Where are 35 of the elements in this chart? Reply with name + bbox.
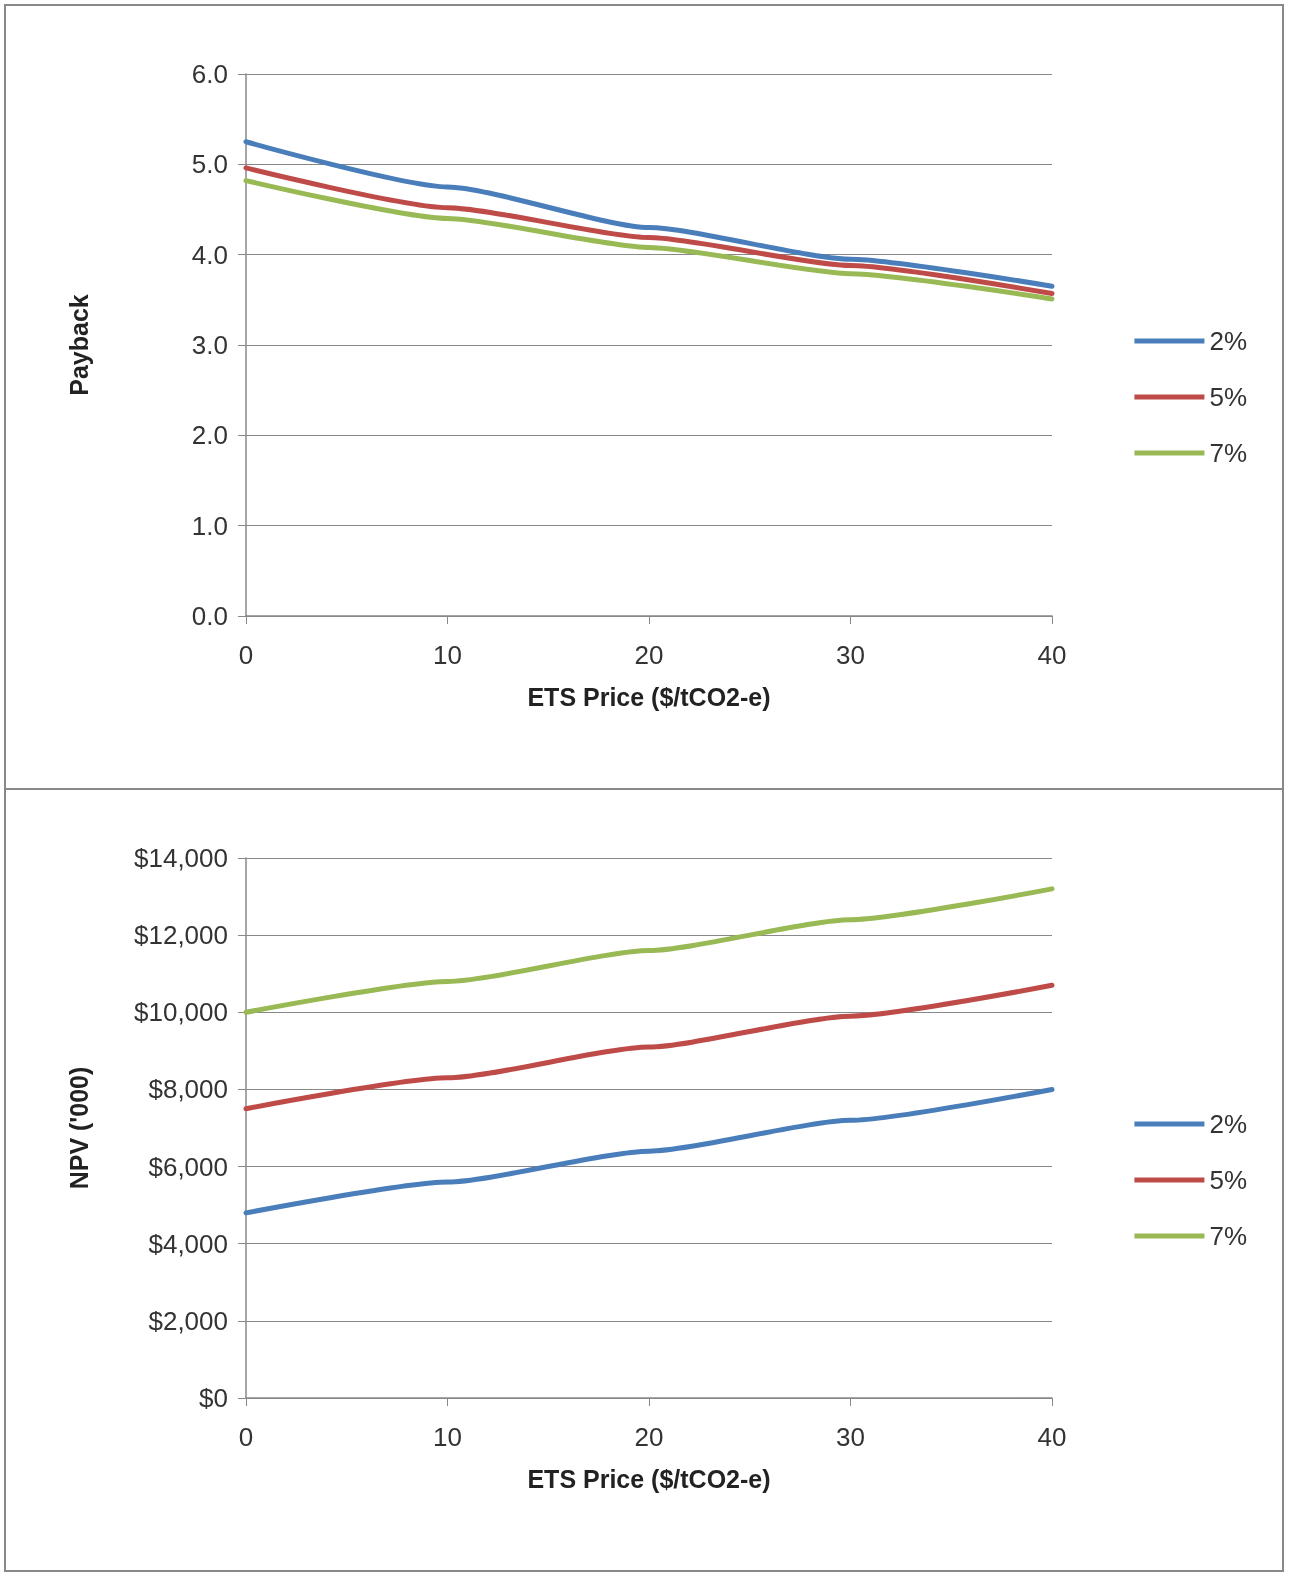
y-tick-label: $4,000 [148, 1228, 228, 1259]
x-tick-label: 30 [836, 1422, 865, 1452]
legend-label: 2% [1209, 1109, 1247, 1139]
y-tick-label: $0 [199, 1383, 228, 1413]
y-tick-label: $12,000 [134, 920, 228, 951]
legend-label: 5% [1209, 1165, 1247, 1195]
y-axis-title: Payback [64, 294, 93, 396]
y-tick-label: $2,000 [148, 1305, 228, 1336]
y-tick-label: 6.0 [191, 59, 228, 89]
y-tick-label: 2.0 [191, 420, 228, 451]
y-tick-label: 5.0 [191, 149, 228, 180]
y-tick-label: 0.0 [191, 601, 228, 631]
y-axis-title: NPV ('000) [64, 1066, 93, 1190]
x-tick-label: 10 [433, 1422, 462, 1452]
x-tick-label: 40 [1037, 1422, 1067, 1452]
x-tick-label: 30 [836, 640, 865, 670]
y-tick-label: $6,000 [148, 1151, 228, 1182]
y-tick-label: 3.0 [191, 330, 228, 360]
x-tick-label: 10 [433, 640, 462, 670]
legend-label: 7% [1209, 1221, 1247, 1251]
x-axis-title: ETS Price ($/tCO2-e) [527, 1464, 771, 1493]
x-tick-label: 20 [634, 640, 664, 670]
x-tick-label: 0 [238, 1422, 254, 1452]
x-tick-label: 20 [634, 1422, 664, 1452]
legend-label: 7% [1209, 438, 1247, 468]
y-tick-label: 1.0 [191, 510, 228, 541]
legend-label: 2% [1209, 326, 1247, 356]
x-axis-title: ETS Price ($/tCO2-e) [527, 682, 771, 711]
legend-label: 5% [1209, 382, 1247, 412]
y-tick-label: $10,000 [134, 997, 228, 1028]
y-tick-label: $8,000 [148, 1074, 228, 1105]
x-tick-label: 0 [238, 640, 254, 670]
y-tick-label: 4.0 [191, 239, 228, 270]
y-tick-label: $14,000 [134, 843, 228, 873]
x-tick-label: 40 [1037, 640, 1067, 670]
